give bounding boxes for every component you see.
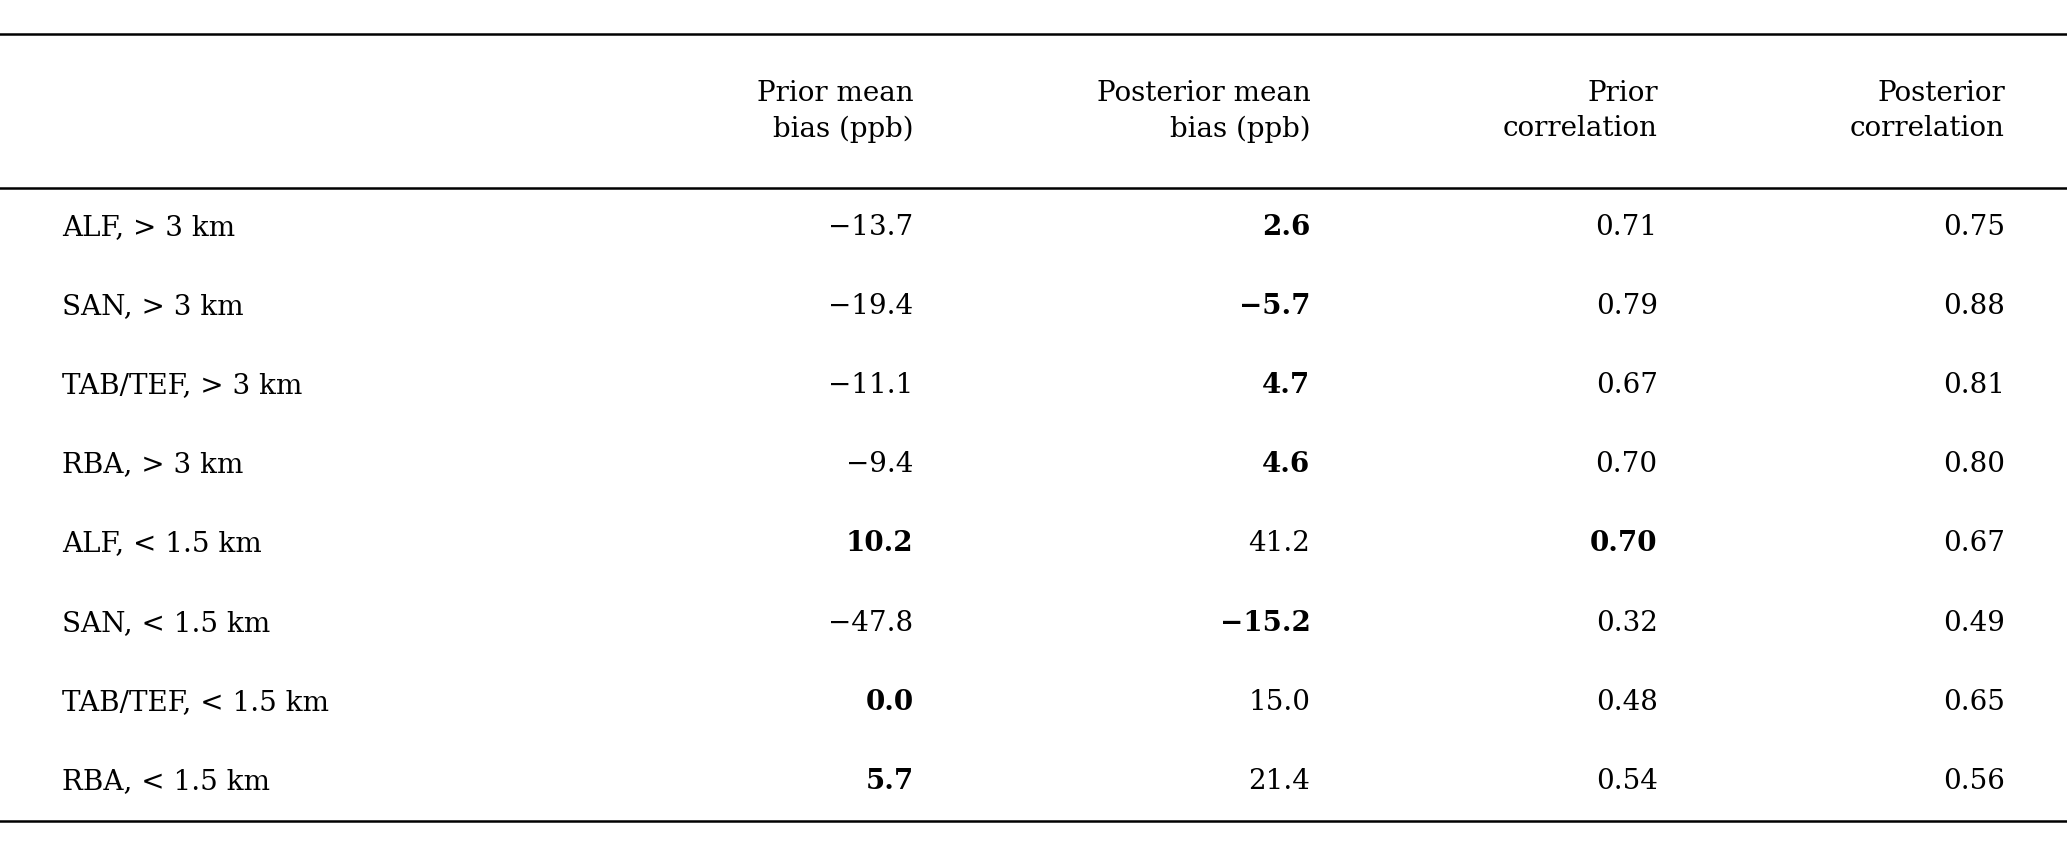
Text: −47.8: −47.8 [829,610,914,637]
Text: 0.65: 0.65 [1943,688,2005,716]
Text: 0.88: 0.88 [1943,293,2005,321]
Text: 2.6: 2.6 [1263,214,1310,241]
Text: 0.54: 0.54 [1596,768,1658,795]
Text: 0.48: 0.48 [1596,688,1658,716]
Text: −9.4: −9.4 [845,451,914,479]
Text: ALF, > 3 km: ALF, > 3 km [62,214,236,241]
Text: −15.2: −15.2 [1220,610,1310,637]
Text: Prior mean
bias (ppb): Prior mean bias (ppb) [757,80,914,143]
Text: Posterior
correlation: Posterior correlation [1850,80,2005,142]
Text: Posterior mean
bias (ppb): Posterior mean bias (ppb) [1098,80,1310,143]
Text: 0.71: 0.71 [1596,214,1658,241]
Text: 0.70: 0.70 [1590,530,1658,557]
Text: 10.2: 10.2 [845,530,914,557]
Text: SAN, > 3 km: SAN, > 3 km [62,293,244,321]
Text: −11.1: −11.1 [829,372,914,399]
Text: 21.4: 21.4 [1248,768,1310,795]
Text: 0.81: 0.81 [1943,372,2005,399]
Text: −19.4: −19.4 [829,293,914,321]
Text: RBA, < 1.5 km: RBA, < 1.5 km [62,768,271,795]
Text: 0.49: 0.49 [1943,610,2005,637]
Text: 15.0: 15.0 [1248,688,1310,716]
Text: −13.7: −13.7 [829,214,914,241]
Text: 0.67: 0.67 [1596,372,1658,399]
Text: 0.67: 0.67 [1943,530,2005,557]
Text: 0.80: 0.80 [1943,451,2005,479]
Text: 5.7: 5.7 [866,768,914,795]
Text: ALF, < 1.5 km: ALF, < 1.5 km [62,530,263,557]
Text: 4.7: 4.7 [1263,372,1310,399]
Text: 0.79: 0.79 [1596,293,1658,321]
Text: TAB/TEF, > 3 km: TAB/TEF, > 3 km [62,372,302,399]
Text: 0.56: 0.56 [1943,768,2005,795]
Text: −5.7: −5.7 [1238,293,1310,321]
Text: RBA, > 3 km: RBA, > 3 km [62,451,244,479]
Text: 0.32: 0.32 [1596,610,1658,637]
Text: Prior
correlation: Prior correlation [1503,80,1658,142]
Text: 0.70: 0.70 [1596,451,1658,479]
Text: 0.75: 0.75 [1943,214,2005,241]
Text: 4.6: 4.6 [1263,451,1310,479]
Text: 41.2: 41.2 [1248,530,1310,557]
Text: SAN, < 1.5 km: SAN, < 1.5 km [62,610,271,637]
Text: 0.0: 0.0 [866,688,914,716]
Text: TAB/TEF, < 1.5 km: TAB/TEF, < 1.5 km [62,688,329,716]
